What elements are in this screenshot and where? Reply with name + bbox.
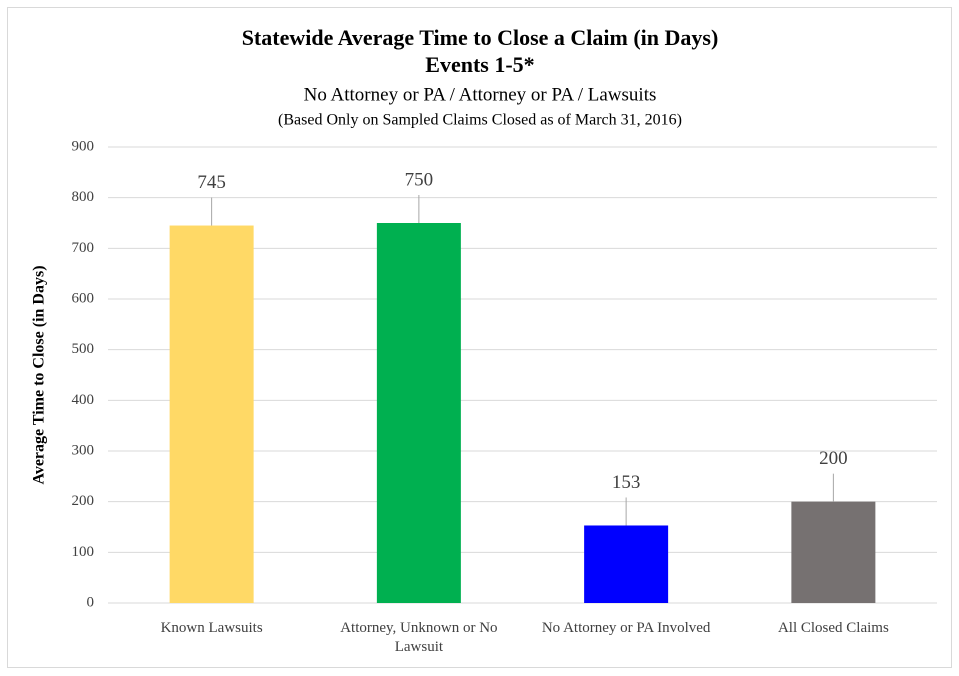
y-tick-label: 500 xyxy=(72,341,95,357)
bar xyxy=(169,225,254,604)
chart-subtitle: (Based Only on Sampled Claims Closed as … xyxy=(278,112,682,129)
x-tick-label: All Closed Claims xyxy=(777,620,889,636)
x-tick-label: No Attorney or PA Involved xyxy=(541,620,711,636)
y-tick-label: 0 xyxy=(87,594,95,610)
x-tick-label: Attorney, Unknown or No Lawsuit xyxy=(340,620,498,655)
y-tick-label: 300 xyxy=(72,442,95,458)
bar xyxy=(584,525,669,603)
y-tick-label: 200 xyxy=(72,493,95,509)
chart-title: Statewide Average Time to Close a Claim … xyxy=(242,25,719,50)
y-tick-label: 700 xyxy=(72,240,95,256)
data-label: 153 xyxy=(612,472,641,493)
data-label: 750 xyxy=(405,169,434,190)
y-tick-label: 400 xyxy=(72,392,95,408)
chart-title: Events 1-5* xyxy=(425,52,534,77)
y-tick-label: 600 xyxy=(72,290,95,306)
data-label: 200 xyxy=(819,448,848,469)
y-tick-label: 800 xyxy=(72,189,95,205)
x-tick-label: Known Lawsuits xyxy=(160,620,263,636)
chart-subtitle: No Attorney or PA / Attorney or PA / Law… xyxy=(304,84,657,105)
y-axis-label: Average Time to Close (in Days) xyxy=(31,265,48,484)
data-label: 745 xyxy=(197,172,226,193)
y-tick-label: 100 xyxy=(72,544,95,560)
bar xyxy=(791,501,876,603)
bar xyxy=(376,223,461,603)
y-tick-label: 900 xyxy=(72,138,95,154)
